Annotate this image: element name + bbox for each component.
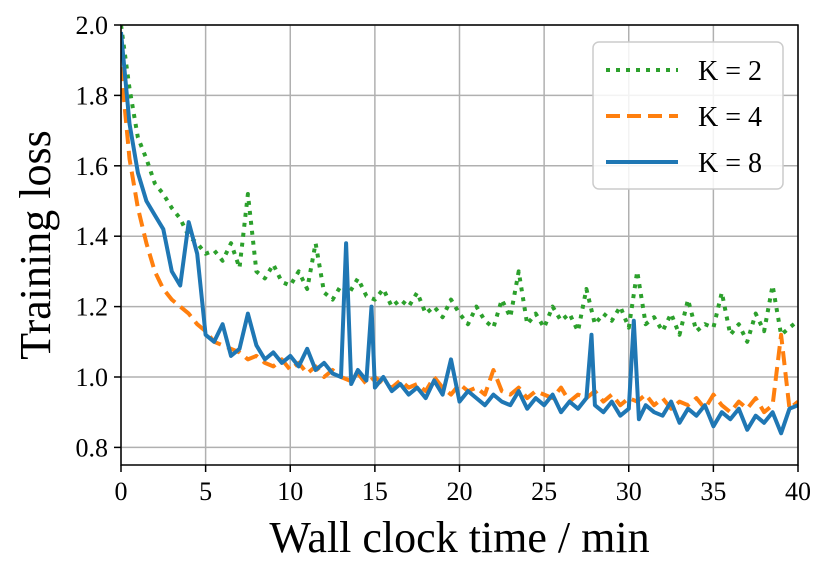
series-line-k-4 bbox=[121, 67, 798, 415]
x-tick-label: 25 bbox=[531, 477, 557, 506]
series-line-k-8 bbox=[121, 31, 798, 436]
series-line-k-2 bbox=[121, 25, 798, 344]
y-tick-label: 1.6 bbox=[76, 152, 109, 181]
axis-ticks: 0 5 10 15 20 25 30 35 40 0.8 1.0 1.2 1.4 1.6 1.8 2.0 bbox=[76, 11, 812, 506]
x-axis-title: Wall clock time / min bbox=[269, 513, 649, 562]
y-axis-title: Training loss bbox=[11, 130, 60, 359]
y-tick-label: 0.8 bbox=[76, 433, 109, 462]
x-tick-label: 40 bbox=[785, 477, 811, 506]
x-tick-label: 5 bbox=[199, 477, 212, 506]
legend-label: K = 2 bbox=[698, 56, 762, 87]
x-tick-label: 35 bbox=[700, 477, 726, 506]
x-tick-label: 30 bbox=[616, 477, 642, 506]
legend-label: K = 8 bbox=[698, 148, 762, 179]
y-tick-label: 1.8 bbox=[76, 81, 109, 110]
x-tick-label: 20 bbox=[447, 477, 473, 506]
y-tick-label: 1.0 bbox=[76, 363, 109, 392]
legend: K = 2 K = 4 K = 8 bbox=[592, 41, 784, 190]
series-layer bbox=[121, 25, 798, 436]
legend-label: K = 4 bbox=[698, 102, 762, 133]
x-tick-label: 15 bbox=[362, 477, 388, 506]
x-tick-label: 0 bbox=[115, 477, 128, 506]
y-tick-label: 2.0 bbox=[76, 11, 109, 40]
x-tick-label: 10 bbox=[277, 477, 303, 506]
y-tick-label: 1.4 bbox=[76, 222, 109, 251]
legend-box bbox=[592, 41, 784, 190]
y-tick-label: 1.2 bbox=[76, 293, 109, 322]
